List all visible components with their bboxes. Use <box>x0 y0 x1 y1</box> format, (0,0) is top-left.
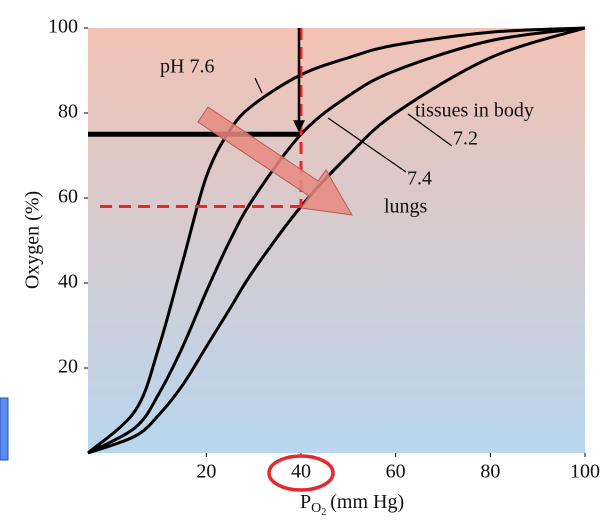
x-tick-label: 60 <box>386 461 406 483</box>
x-label-subsub: 2 <box>321 507 326 518</box>
x-tick-label: 100 <box>570 461 600 483</box>
series-label: 7.4 <box>407 168 432 190</box>
x-label-unit: (mm Hg) <box>330 491 404 513</box>
shift-arrow <box>197 106 353 216</box>
x-tick-label: 80 <box>480 461 500 483</box>
leader-line <box>327 117 407 173</box>
side-widget <box>0 397 9 461</box>
y-tick-label: 40 <box>58 271 78 293</box>
curve <box>86 26 586 455</box>
annotation: tissues in body <box>415 100 534 122</box>
y-tick-label: 80 <box>58 101 78 123</box>
leader-line <box>407 113 453 147</box>
y-tick-label: 20 <box>58 356 78 378</box>
x-axis-label: PO2 (mm Hg) <box>300 491 404 519</box>
y-tick-label: 60 <box>58 186 78 208</box>
y-tick-label: 100 <box>48 16 78 38</box>
x-tick-label: 40 <box>291 461 311 483</box>
x-label-main: P <box>300 491 311 513</box>
series-label: 7.2 <box>453 128 478 150</box>
highlight-circle <box>267 454 335 492</box>
series-label: pH 7.6 <box>160 56 214 78</box>
y-axis-label: Oxygen (%) <box>22 191 44 289</box>
plot-area <box>88 28 585 453</box>
annotation: lungs <box>384 196 428 218</box>
curve <box>87 26 586 455</box>
leader-line <box>254 77 263 94</box>
x-tick-label: 20 <box>196 461 216 483</box>
arrow-head <box>293 120 305 133</box>
x-label-sub: O <box>311 501 321 516</box>
curve <box>87 26 586 455</box>
